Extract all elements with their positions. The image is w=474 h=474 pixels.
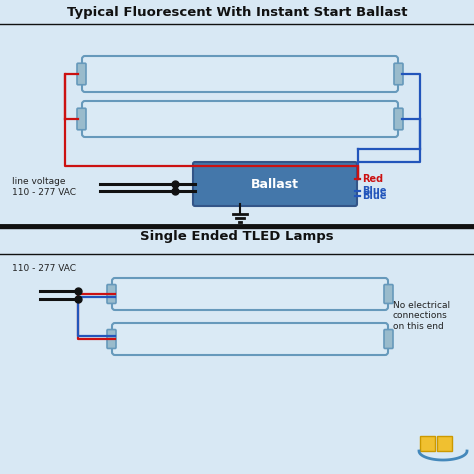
FancyBboxPatch shape: [77, 63, 86, 85]
FancyBboxPatch shape: [112, 323, 388, 355]
Text: Ballast: Ballast: [251, 177, 299, 191]
Text: Blue: Blue: [362, 186, 386, 196]
FancyBboxPatch shape: [420, 436, 435, 451]
Text: Blue: Blue: [362, 191, 386, 201]
FancyBboxPatch shape: [437, 436, 452, 451]
FancyBboxPatch shape: [112, 278, 388, 310]
FancyBboxPatch shape: [107, 284, 116, 303]
FancyBboxPatch shape: [193, 162, 357, 206]
FancyBboxPatch shape: [107, 329, 116, 348]
Text: Typical Fluorescent With Instant Start Ballast: Typical Fluorescent With Instant Start B…: [67, 6, 407, 19]
Text: Red: Red: [362, 174, 383, 184]
Text: line voltage
110 - 277 VAC: line voltage 110 - 277 VAC: [12, 177, 76, 197]
Text: Single Ended TLED Lamps: Single Ended TLED Lamps: [140, 230, 334, 243]
FancyBboxPatch shape: [82, 56, 398, 92]
FancyBboxPatch shape: [394, 108, 403, 130]
FancyBboxPatch shape: [384, 284, 393, 303]
FancyBboxPatch shape: [82, 101, 398, 137]
FancyBboxPatch shape: [77, 108, 86, 130]
FancyBboxPatch shape: [394, 63, 403, 85]
Text: No electrical
connections
on this end: No electrical connections on this end: [393, 301, 450, 331]
Text: 110 - 277 VAC: 110 - 277 VAC: [12, 264, 76, 273]
FancyBboxPatch shape: [384, 329, 393, 348]
